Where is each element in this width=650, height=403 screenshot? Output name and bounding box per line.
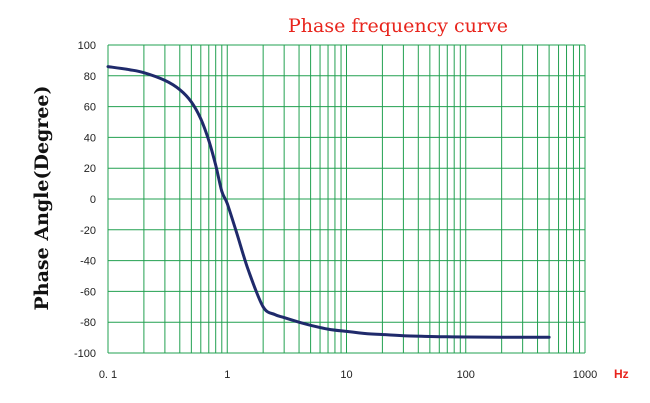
y-tick-label: -40	[80, 256, 96, 268]
y-axis-label: Phase Angle(Degree)	[31, 86, 53, 311]
series-layer	[106, 65, 551, 339]
y-tick-label: -20	[80, 225, 96, 237]
y-tick-label: 80	[84, 71, 96, 83]
x-tick-label: 1	[224, 369, 230, 381]
phase-curve-line	[106, 65, 551, 339]
y-tick-labels: 100 80 60 40 20 0 -20 -40 -60 -80 -100	[74, 40, 96, 360]
y-tick-label: 0	[90, 194, 96, 206]
x-tick-labels: 0. 1 1 10 100 1000	[99, 369, 597, 381]
x-axis-unit-label: Hz	[614, 367, 629, 381]
grid-lines	[107, 44, 586, 354]
x-tick-label: 100	[457, 369, 475, 381]
y-tick-label: 40	[84, 132, 96, 144]
chart-title: Phase frequency curve	[288, 15, 508, 37]
y-tick-label: -80	[80, 317, 96, 329]
y-tick-label: 60	[84, 102, 96, 114]
x-tick-label: 0. 1	[99, 369, 117, 381]
y-tick-label: 20	[84, 163, 96, 175]
x-tick-label: 10	[340, 369, 352, 381]
y-tick-label: -60	[80, 286, 96, 298]
x-tick-label: 1000	[573, 369, 597, 381]
y-tick-label: 100	[78, 40, 96, 52]
y-tick-label: -100	[74, 348, 96, 360]
